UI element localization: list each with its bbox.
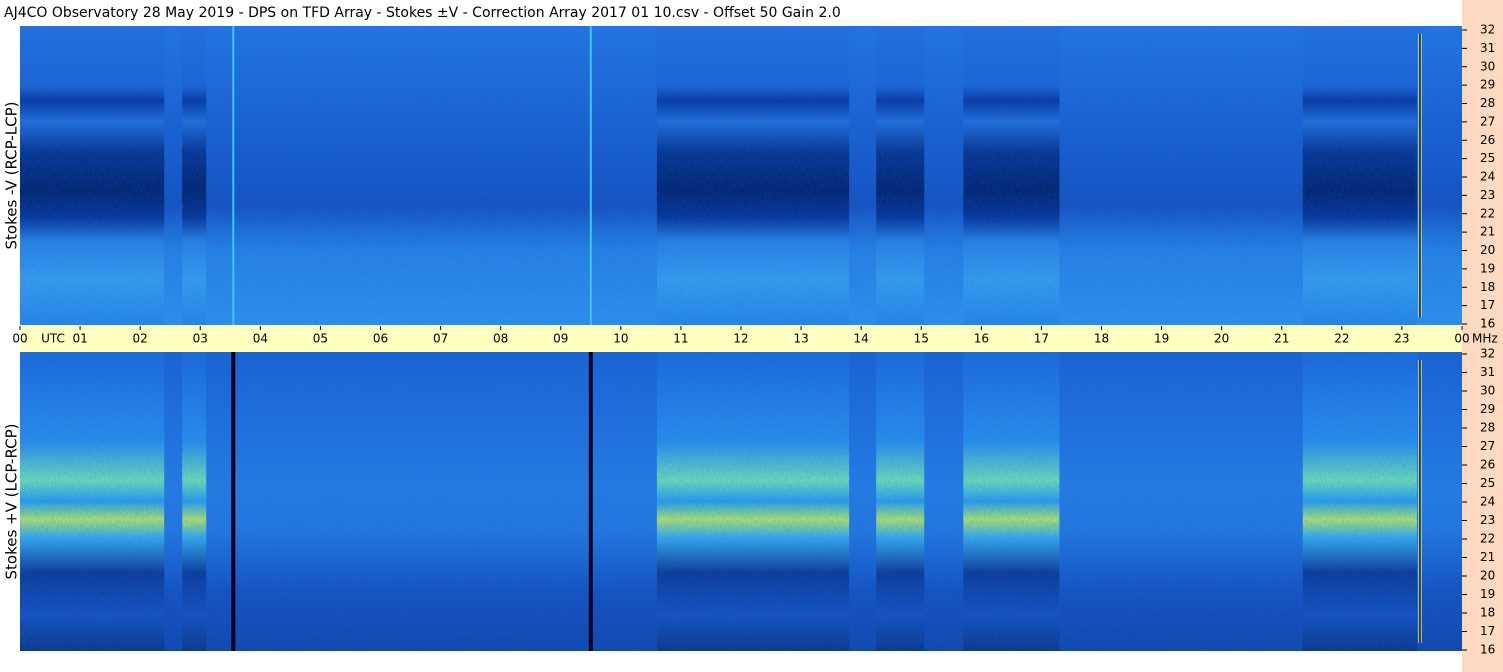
y-tick-label: 30 — [1480, 59, 1495, 73]
x-tick-label: 03 — [193, 332, 208, 346]
x-tick-label: 12 — [733, 332, 748, 346]
x-tick-label: 20 — [1214, 332, 1229, 346]
y-tick-label: 20 — [1480, 569, 1495, 583]
y-tick-label: 17 — [1480, 624, 1495, 638]
x-tick-label: 08 — [493, 332, 508, 346]
y-tick-label: 24 — [1480, 495, 1495, 509]
y-tick-label: 24 — [1480, 170, 1495, 184]
x-tick-label: 11 — [673, 332, 688, 346]
x-tick-label: 10 — [613, 332, 628, 346]
x-tick-label: 05 — [313, 332, 328, 346]
y-tick-label: 18 — [1480, 606, 1495, 620]
y-tick-label: 26 — [1480, 458, 1495, 472]
frequency-unit: MHz — [1472, 332, 1498, 346]
x-tick-label: 18 — [1094, 332, 1109, 346]
y-tick-label: 16 — [1480, 317, 1495, 331]
x-tick-label: 19 — [1154, 332, 1169, 346]
noise-texture — [20, 26, 1462, 325]
y-tick-label: 25 — [1480, 151, 1495, 165]
y-tick-label: 31 — [1480, 365, 1495, 379]
y-tick-label: 23 — [1480, 513, 1495, 527]
x-tick-label: 21 — [1274, 332, 1289, 346]
x-tick-label: 16 — [974, 332, 989, 346]
y-tick-label: 21 — [1480, 225, 1495, 239]
y-tick-label: 29 — [1480, 78, 1495, 92]
y-tick-label: 20 — [1480, 243, 1495, 257]
x-tick-label: 04 — [253, 332, 268, 346]
x-tick-label: 01 — [72, 332, 87, 346]
y-tick-label: 19 — [1480, 587, 1495, 601]
y-tick-label: 27 — [1480, 439, 1495, 453]
y-tick-label: 28 — [1480, 96, 1495, 110]
x-tick-label: 22 — [1334, 332, 1349, 346]
x-tick-label: 14 — [854, 332, 869, 346]
y-tick-label: 23 — [1480, 188, 1495, 202]
y-axis-label: Stokes -V (RCP-LCP) — [3, 102, 21, 250]
x-tick-label: 23 — [1394, 332, 1409, 346]
time-axis-band — [20, 326, 1462, 352]
y-tick-label: 16 — [1480, 643, 1495, 657]
y-tick-label: 25 — [1480, 476, 1495, 490]
y-tick-label: 28 — [1480, 421, 1495, 435]
y-tick-label: 18 — [1480, 280, 1495, 294]
spectrogram-panel — [20, 26, 1462, 325]
noise-texture — [20, 352, 1462, 651]
frequency-axis-band — [1462, 0, 1503, 672]
x-tick-label: 13 — [793, 332, 808, 346]
x-axis-label: UTC — [41, 332, 65, 346]
x-tick-label: 00 — [12, 332, 27, 346]
x-tick-label: 15 — [914, 332, 929, 346]
x-tick-label: 17 — [1034, 332, 1049, 346]
x-tick-label: 09 — [553, 332, 568, 346]
x-tick-label: 00 — [1454, 332, 1469, 346]
y-tick-label: 22 — [1480, 206, 1495, 220]
y-tick-label: 32 — [1480, 347, 1495, 361]
y-tick-label: 22 — [1480, 532, 1495, 546]
y-tick-label: 26 — [1480, 133, 1495, 147]
spectrogram-panel — [20, 352, 1462, 651]
panels — [20, 26, 1462, 651]
x-tick-label: 02 — [133, 332, 148, 346]
y-tick-label: 27 — [1480, 114, 1495, 128]
y-tick-label: 32 — [1480, 23, 1495, 37]
y-axis-label: Stokes +V (LCP-RCP) — [3, 424, 21, 580]
y-tick-label: 17 — [1480, 298, 1495, 312]
y-tick-label: 31 — [1480, 41, 1495, 55]
y-tick-label: 19 — [1480, 261, 1495, 275]
y-tick-label: 21 — [1480, 550, 1495, 564]
chart-title: AJ4CO Observatory 28 May 2019 - DPS on T… — [4, 5, 841, 21]
y-tick-label: 29 — [1480, 402, 1495, 416]
y-tick-label: 30 — [1480, 384, 1495, 398]
x-tick-label: 06 — [373, 332, 388, 346]
x-tick-label: 07 — [433, 332, 448, 346]
